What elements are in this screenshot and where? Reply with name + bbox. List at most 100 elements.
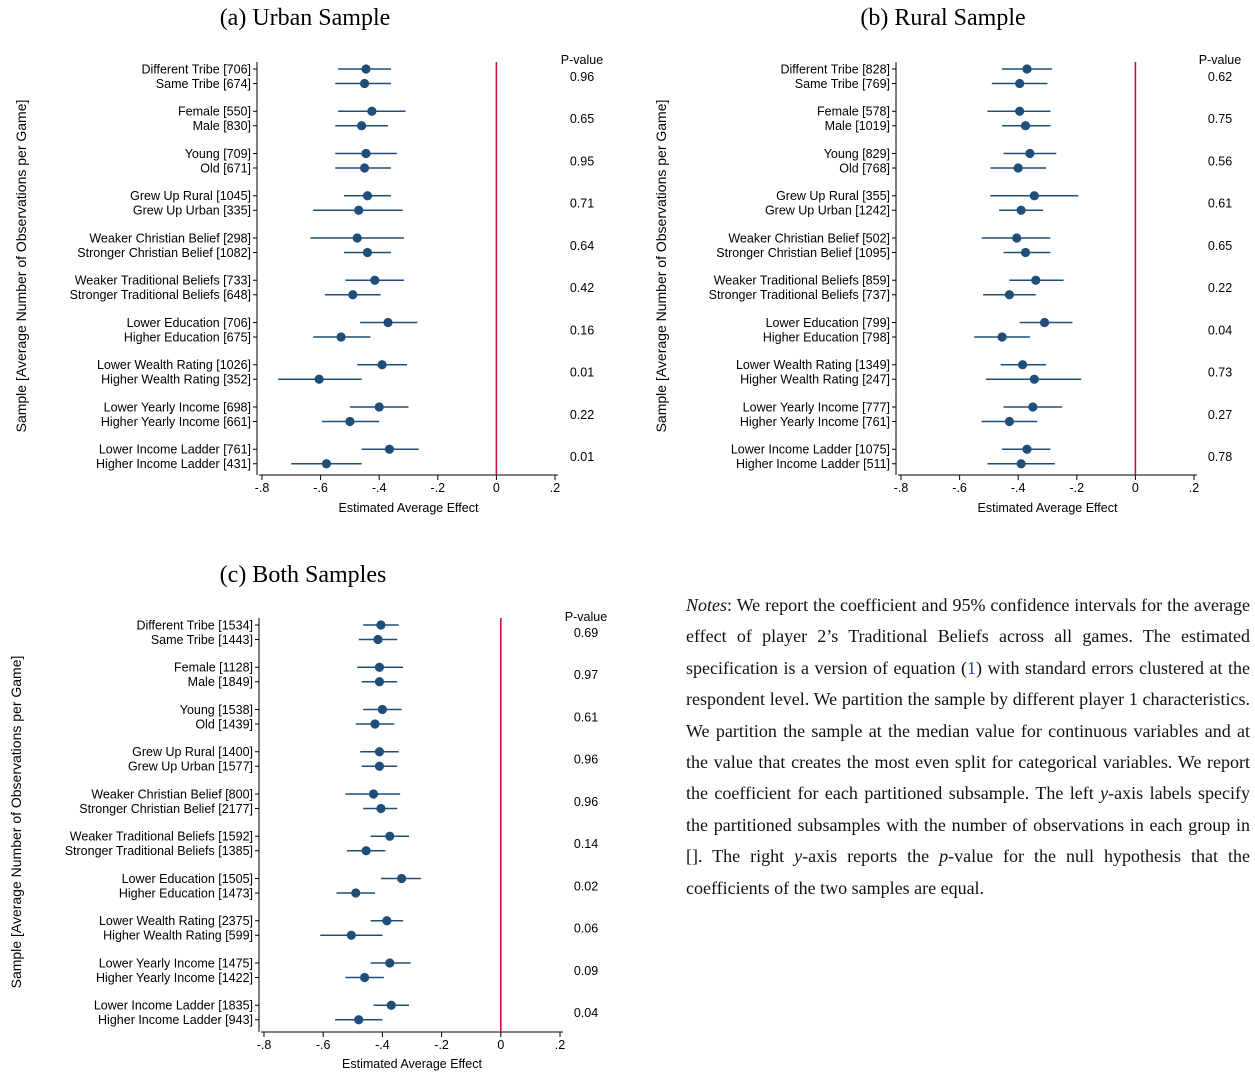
notes-text-2: ) with standard errors clustered at the … — [686, 657, 1250, 804]
point-estimate — [336, 332, 346, 342]
point-estimate — [351, 888, 361, 898]
pvalue-value: 0.95 — [570, 154, 594, 168]
row-label: Lower Education [799] — [766, 316, 890, 330]
point-estimate — [314, 374, 324, 384]
point-estimate — [397, 873, 407, 884]
point-estimate — [382, 916, 392, 926]
point-estimate — [354, 1015, 364, 1025]
pvalue-value: 0.96 — [574, 795, 598, 809]
row-label: Stronger Traditional Beliefs [1385] — [65, 844, 253, 858]
point-estimate — [374, 402, 384, 412]
point-estimate — [1022, 64, 1032, 74]
point-estimate — [359, 78, 370, 89]
point-estimate — [1025, 148, 1035, 159]
point-estimate — [385, 831, 395, 841]
row-label: Stronger Christian Belief [2177] — [79, 802, 253, 816]
x-tick-label: -.4 — [372, 481, 387, 495]
row-label: Lower Yearly Income [1475] — [99, 956, 253, 970]
row-label: Lower Wealth Rating [1026] — [97, 358, 251, 372]
chart-title: (c) Both Samples — [220, 562, 387, 588]
pvalue-value: 0.96 — [574, 753, 598, 767]
row-label: Lower Yearly Income [698] — [104, 400, 251, 414]
row-label: Weaker Christian Belief [800] — [91, 787, 253, 801]
row-label: Grew Up Urban [1577] — [128, 760, 253, 774]
point-estimate — [1022, 444, 1032, 454]
row-label: Grew Up Rural [1045] — [130, 189, 251, 203]
row-label: Grew Up Rural [355] — [776, 189, 890, 203]
row-label: Stronger Traditional Beliefs [737] — [709, 288, 890, 302]
point-estimate — [1012, 233, 1022, 243]
point-estimate — [1013, 163, 1023, 173]
y-axis-label: Sample [Average Number of Observations p… — [8, 656, 24, 989]
x-axis-label: Estimated Average Effect — [342, 1057, 482, 1071]
pvalue-value: 0.04 — [1208, 323, 1232, 337]
row-label: Female [550] — [178, 105, 251, 119]
point-estimate — [374, 747, 385, 757]
row-label: Female [578] — [817, 105, 890, 119]
pvalue-value: 0.01 — [570, 366, 594, 380]
pvalue-value: 0.02 — [574, 879, 598, 893]
row-label: Old [1439] — [195, 717, 253, 731]
point-estimate — [385, 958, 395, 968]
notes-text-4: -axis reports the — [802, 846, 940, 867]
pvalue-value: 0.01 — [570, 450, 594, 464]
point-estimate — [1015, 106, 1025, 116]
row-label: Young [1538] — [180, 703, 253, 717]
pvalue-value: 0.62 — [1208, 70, 1232, 84]
point-estimate — [1016, 205, 1026, 215]
row-label: Old [768] — [839, 161, 890, 175]
x-tick-label: -.2 — [431, 481, 446, 495]
pvalue-value: 0.71 — [570, 197, 594, 211]
pvalue-value: 0.22 — [570, 408, 594, 422]
point-estimate — [373, 634, 383, 645]
point-estimate — [370, 719, 380, 729]
row-label: Weaker Traditional Beliefs [1592] — [70, 830, 253, 844]
x-tick-label: .2 — [550, 481, 560, 495]
y-axis-label: Sample [Average Number of Observations p… — [13, 100, 29, 433]
pvalue-value: 0.27 — [1208, 408, 1232, 422]
point-estimate — [997, 332, 1007, 342]
pvalue-value: 0.69 — [574, 626, 598, 640]
x-tick-label: -.6 — [313, 481, 328, 495]
x-axis-label: Estimated Average Effect — [339, 501, 479, 515]
point-estimate — [321, 459, 332, 469]
pvalue-value: 0.61 — [574, 710, 598, 724]
x-tick-label: -.6 — [316, 1038, 331, 1052]
row-label: Same Tribe [769] — [795, 77, 890, 91]
point-estimate — [367, 106, 377, 116]
point-estimate — [348, 290, 358, 300]
x-tick-label: -.4 — [1011, 481, 1026, 495]
point-estimate — [1029, 191, 1039, 201]
point-estimate — [361, 64, 371, 74]
row-label: Higher Yearly Income [761] — [740, 415, 890, 429]
notes-text-5: -value for the null hypothesis that the … — [686, 846, 1250, 898]
pvalue-value: 0.96 — [570, 70, 594, 84]
point-estimate — [354, 205, 364, 215]
point-estimate — [376, 803, 386, 814]
row-label: Weaker Traditional Beliefs [733] — [75, 274, 251, 288]
pvalue-value: 0.73 — [1208, 366, 1232, 380]
row-label: Different Tribe [706] — [141, 62, 251, 76]
row-label: Female [1128] — [174, 661, 253, 675]
row-label: Lower Income Ladder [1075] — [731, 443, 890, 457]
point-estimate — [361, 846, 371, 856]
row-label: Higher Education [675] — [124, 330, 251, 344]
pvalue-value: 0.14 — [574, 837, 598, 851]
row-label: Weaker Traditional Beliefs [859] — [714, 274, 890, 288]
row-label: Same Tribe [674] — [156, 77, 251, 91]
row-label: Young [829] — [824, 147, 890, 161]
notes-text-3: -axis labels specify the partitioned sub… — [686, 783, 1250, 867]
row-label: Higher Education [798] — [763, 330, 890, 344]
pvalue-header: P-value — [561, 53, 603, 67]
x-tick-label: 0 — [497, 1038, 504, 1052]
equation-reference-link[interactable]: 1 — [967, 657, 976, 678]
row-label: Lower Education [706] — [127, 316, 251, 330]
row-label: Higher Income Ladder [511] — [736, 457, 890, 471]
pvalue-value: 0.64 — [570, 239, 594, 253]
x-tick-label: 0 — [1132, 481, 1139, 495]
point-estimate — [374, 677, 385, 687]
row-label: Weaker Christian Belief [502] — [728, 231, 890, 245]
row-label: Lower Income Ladder [761] — [99, 443, 251, 457]
pvalue-value: 0.22 — [1208, 281, 1232, 295]
